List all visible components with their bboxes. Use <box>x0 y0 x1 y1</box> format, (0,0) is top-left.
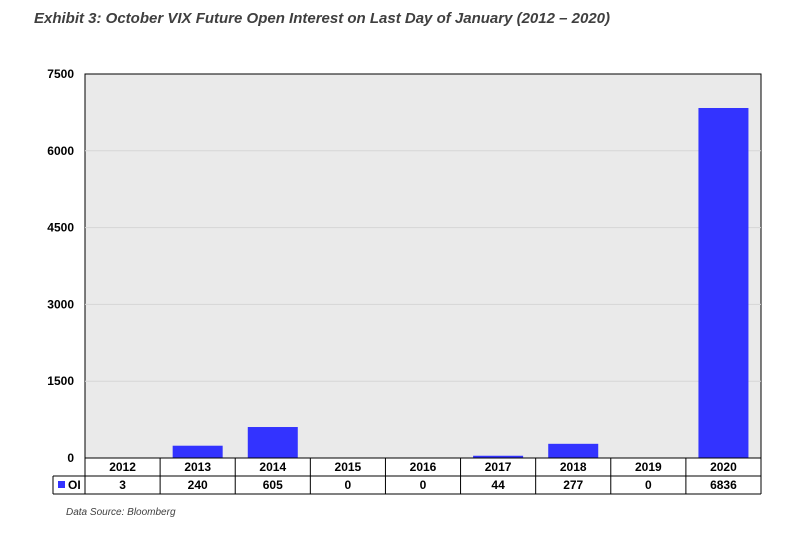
y-tick-label: 6000 <box>47 144 74 158</box>
data-label: 44 <box>491 478 505 492</box>
y-tick-label: 1500 <box>47 374 74 388</box>
category-label: 2017 <box>485 460 512 474</box>
category-label: 2015 <box>335 460 362 474</box>
data-label: 6836 <box>710 478 737 492</box>
bar-2020 <box>698 107 749 459</box>
category-label: 2014 <box>259 460 286 474</box>
category-label: 2019 <box>635 460 662 474</box>
bar-2018 <box>548 443 599 458</box>
category-label: 2012 <box>109 460 136 474</box>
bar-2014 <box>247 427 298 458</box>
category-label: 2020 <box>710 460 737 474</box>
bar-2017 <box>473 455 524 458</box>
plot-area <box>84 73 762 459</box>
category-label: 2016 <box>410 460 437 474</box>
y-tick-label: 3000 <box>47 297 74 311</box>
category-label: 2018 <box>560 460 587 474</box>
y-tick-label: 4500 <box>47 221 74 235</box>
bar-2013 <box>172 445 223 458</box>
data-label: 3 <box>119 478 126 492</box>
legend-swatch <box>58 481 65 488</box>
data-label: 605 <box>263 478 283 492</box>
data-label: 0 <box>345 478 352 492</box>
chart-title: Exhibit 3: October VIX Future Open Inter… <box>34 10 610 27</box>
data-label: 240 <box>188 478 208 492</box>
data-label: 0 <box>420 478 427 492</box>
data-source-note: Data Source: Bloomberg <box>66 507 176 518</box>
data-label: 277 <box>563 478 583 492</box>
y-tick-label: 0 <box>67 451 74 465</box>
y-tick-label: 7500 <box>47 67 74 81</box>
data-label: 0 <box>645 478 652 492</box>
legend-series-name: OI <box>68 478 81 492</box>
category-label: 2013 <box>184 460 211 474</box>
